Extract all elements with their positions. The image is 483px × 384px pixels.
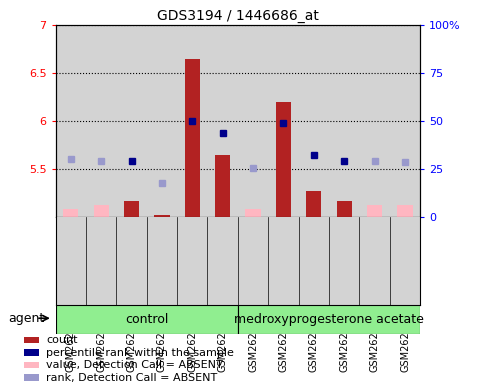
Bar (276, 102, 291, 217)
Bar (24, 349, 40, 356)
Bar (124, 201, 139, 217)
Title: GDS3194 / 1446686_at: GDS3194 / 1446686_at (157, 8, 319, 23)
Bar (63, 209, 78, 217)
Bar (398, 205, 412, 217)
Text: rank, Detection Call = ABSENT: rank, Detection Call = ABSENT (46, 373, 217, 383)
Bar (185, 59, 200, 217)
Text: agent: agent (8, 312, 44, 325)
Bar (24, 374, 40, 381)
Bar (215, 155, 230, 217)
Text: percentile rank within the sample: percentile rank within the sample (46, 348, 234, 358)
Text: count: count (46, 335, 78, 345)
Bar (367, 205, 382, 217)
Bar (238, 305, 420, 334)
Bar (56, 305, 238, 334)
Bar (24, 337, 40, 343)
Bar (94, 205, 109, 217)
Text: control: control (125, 313, 169, 326)
Bar (245, 209, 261, 217)
Bar (24, 362, 40, 368)
Text: medroxyprogesterone acetate: medroxyprogesterone acetate (234, 313, 424, 326)
Bar (337, 201, 352, 217)
Bar (154, 215, 170, 217)
Text: value, Detection Call = ABSENT: value, Detection Call = ABSENT (46, 360, 223, 370)
Bar (306, 191, 322, 217)
